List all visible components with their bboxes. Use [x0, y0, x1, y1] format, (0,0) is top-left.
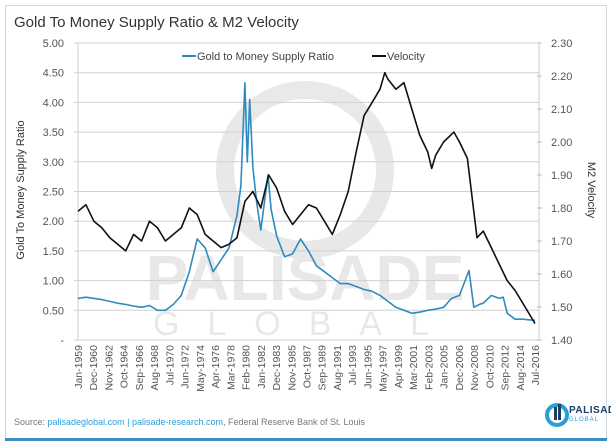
x-tick-label: Oct-1964: [119, 345, 131, 388]
y-tick-left: 1.50: [43, 246, 64, 258]
source-link-palisade-research[interactable]: palisade-research.com: [131, 417, 223, 427]
chart-frame: [5, 5, 607, 439]
y-tick-right: 2.30: [551, 38, 572, 50]
x-tick-label: Jun-1972: [180, 345, 192, 389]
x-tick-label: Mar-2001: [408, 345, 420, 390]
x-tick-label: Sep-1966: [134, 345, 146, 391]
y-tick-right: 2.10: [551, 104, 572, 116]
source-link-palisadeglobal[interactable]: palisadeglobal.com: [47, 417, 125, 427]
watermark-text: PALISADE: [146, 242, 465, 314]
logo-subtext: GLOBAL: [569, 417, 600, 423]
legend: Gold to Money Supply Ratio Velocity: [182, 51, 425, 63]
x-tick-label: Dec-1983: [271, 345, 283, 391]
palisade-logo: PALISADE GLOBAL: [545, 396, 611, 436]
y-tick-right: 2.20: [551, 71, 572, 83]
x-tick-label: Sep-1989: [317, 345, 329, 391]
bottom-accent-bar: [5, 438, 607, 441]
y-tick-left: 2.00: [43, 216, 64, 228]
y-tick-left: -: [60, 335, 64, 347]
x-tick-label: Dec-2006: [454, 345, 466, 391]
watermark-subtext: GLOBAL: [153, 305, 457, 343]
source-label: Source:: [14, 417, 48, 427]
x-tick-label: Jul-1970: [164, 345, 176, 385]
x-tick-label: Jun-1995: [362, 345, 374, 389]
x-tick-label: Nov-1962: [103, 345, 115, 391]
x-tick-label: Sep-2012: [500, 345, 512, 391]
x-tick-label: Oct-1987: [302, 345, 314, 388]
y-tick-right: 1.70: [551, 236, 572, 248]
x-tick-label: Aug-2014: [515, 345, 527, 391]
y-tick-right: 1.60: [551, 269, 572, 281]
x-tick-label: Jan-2005: [439, 345, 451, 389]
logo-icon: [545, 403, 569, 427]
x-tick-label: Jan-1959: [73, 345, 85, 389]
y-axis-right-label: M2 Velocity: [585, 162, 597, 219]
source-separator: |: [124, 417, 132, 427]
source-footer: Source: palisadeglobal.com | palisade-re…: [14, 417, 365, 427]
watermark-logo-icon: [216, 81, 394, 259]
y-tick-right: 1.90: [551, 170, 572, 182]
y-tick-left: 4.50: [43, 68, 64, 80]
x-tick-label: Dec-1960: [88, 345, 100, 391]
x-tick-label: Aug-1991: [332, 345, 344, 391]
x-tick-label: Feb-2003: [423, 345, 435, 390]
y-tick-left: 5.00: [43, 38, 64, 50]
y-tick-right: 1.40: [551, 335, 572, 347]
x-tick-label: Aug-1968: [149, 345, 161, 391]
legend-label-gold: Gold to Money Supply Ratio: [197, 51, 334, 63]
y-tick-left: 1.00: [43, 276, 64, 288]
x-tick-label: May-1974: [195, 345, 207, 392]
chart-title: Gold To Money Supply Ratio & M2 Velocity: [14, 14, 299, 31]
x-tick-label: Mar-1978: [225, 345, 237, 390]
velocity-line: [77, 71, 536, 324]
x-tick-label: Feb-1980: [241, 345, 253, 390]
x-tick-label: Apr-1999: [393, 345, 405, 388]
source-rest: , Federal Reserve Bank of St. Louis: [222, 417, 366, 427]
logo-text: PALISADE: [569, 405, 611, 416]
x-tick-label: Nov-1985: [286, 345, 298, 391]
x-tick-label: Apr-1976: [210, 345, 222, 388]
legend-label-velocity: Velocity: [387, 51, 425, 63]
x-tick-label: Jul-1993: [347, 345, 359, 385]
y-tick-right: 1.50: [551, 302, 572, 314]
y-axis-left-label: Gold To Money Supply Ratio: [15, 120, 27, 259]
watermark: PALISADE GLOBAL: [146, 81, 465, 343]
y-tick-right: 1.80: [551, 203, 572, 215]
y-tick-left: 3.00: [43, 157, 64, 169]
gold-ratio-line: [77, 82, 536, 322]
y-tick-right: 2.00: [551, 137, 572, 149]
y-tick-left: 0.50: [43, 305, 64, 317]
y-tick-left: 4.00: [43, 97, 64, 109]
x-tick-label: May-1997: [378, 345, 390, 392]
x-tick-label: Oct-2010: [484, 345, 496, 388]
x-tick-label: Nov-2008: [469, 345, 481, 391]
x-tick-label: Jul-2016: [530, 345, 542, 385]
x-tick-label: Jan-1982: [256, 345, 268, 389]
y-tick-left: 2.50: [43, 187, 64, 199]
y-tick-left: 3.50: [43, 127, 64, 139]
